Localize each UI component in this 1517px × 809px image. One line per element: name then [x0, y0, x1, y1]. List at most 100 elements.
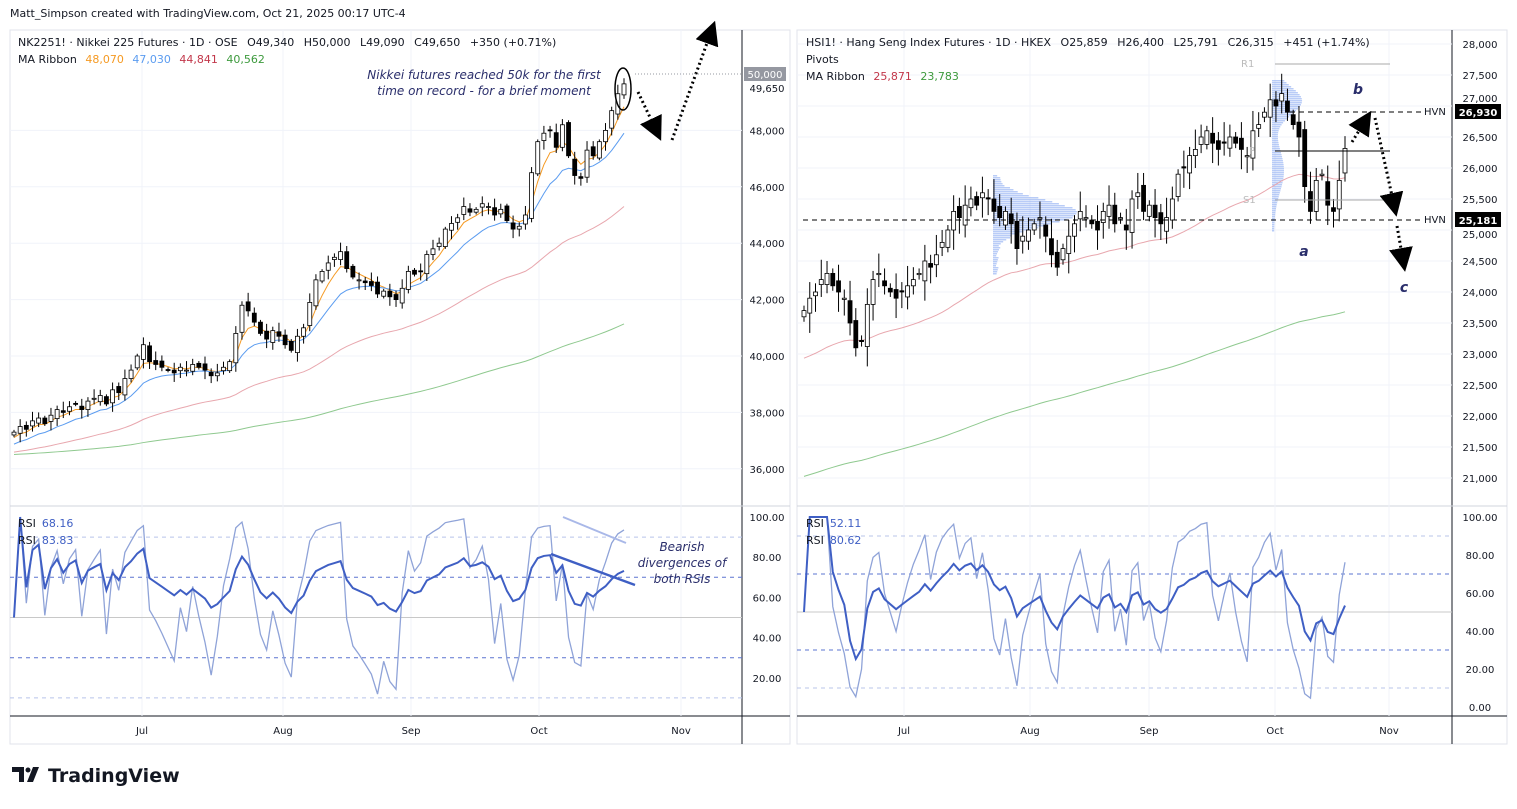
candle-body [1262, 111, 1267, 118]
volume-profile-bar [1272, 148, 1280, 150]
candle-body [387, 290, 393, 298]
volume-profile-bar [993, 211, 1077, 213]
candle-body [430, 248, 436, 255]
volume-profile-bar [1272, 218, 1275, 220]
volume-profile-bar [1272, 214, 1276, 216]
candle-body [928, 263, 934, 268]
volume-profile-bar [993, 177, 1001, 179]
nikkei-change: +350 (+0.71%) [470, 36, 556, 49]
candle-body [882, 280, 887, 287]
candle-body [1319, 173, 1325, 176]
rsi-fast-line [803, 516, 1346, 700]
nikkei-chart[interactable]: 36,000 38,000 40,000 42,000 44,000 46,000 48,0… [10, 30, 785, 737]
volume-profile-bar [1272, 162, 1284, 164]
hvn-lower-label: HVN [1424, 215, 1446, 226]
candle-body [1308, 191, 1313, 212]
candle-body [251, 312, 257, 323]
volume-profile-bar [1272, 152, 1282, 154]
candle-body [1250, 130, 1256, 159]
candle-body [621, 83, 627, 96]
ma-value-long: 23,783 [920, 70, 959, 83]
hsi-symbol: HSI1! · Hang Seng Index Futures · 1D · H… [806, 36, 1051, 49]
volume-profile-bar [1272, 200, 1278, 202]
candle-body [968, 198, 974, 209]
rsi-value: 80.62 [830, 534, 862, 547]
rsi-tick-label: 20.00 [753, 674, 782, 685]
volume-profile-bar [1272, 98, 1302, 100]
tradingview-logo[interactable]: TradingView [12, 765, 180, 787]
candle-body [1336, 179, 1342, 210]
price-tick-label: 24,000 [1463, 288, 1498, 299]
candle-body [190, 364, 196, 372]
volume-profile-bar [993, 187, 1011, 189]
moving-average-line [13, 132, 625, 445]
price-tick-label: 21,500 [1463, 443, 1498, 454]
candle-body [147, 345, 152, 363]
candle-body [951, 210, 957, 231]
candle-body [916, 272, 922, 276]
candle-body [362, 280, 368, 284]
candle-body [910, 279, 916, 287]
hvn-lower-tag-text: 25,181 [1459, 216, 1498, 227]
volume-profile-bar [1272, 212, 1276, 214]
candle-body [590, 146, 596, 157]
hsi-open: O25,859 [1061, 36, 1108, 49]
volume-profile-bar [1272, 168, 1284, 170]
candle-body [301, 327, 306, 337]
volume-profile-bar [993, 231, 1024, 233]
candle-body [1026, 229, 1031, 242]
volume-profile-bar [1272, 224, 1275, 226]
candle-body [836, 280, 841, 293]
price-tick-label: 27,000 [1463, 94, 1498, 105]
price-tick-label: 26,500 [1463, 133, 1498, 144]
volume-profile-bar [993, 175, 998, 177]
volume-profile-bar [1272, 110, 1296, 112]
candle-body [405, 270, 411, 290]
candle-body [899, 290, 905, 293]
candle-body [418, 270, 424, 273]
candle-body [1290, 114, 1296, 126]
hsi-rsi-legend-2: RSI 80.62 [806, 534, 861, 547]
candle-body [368, 281, 374, 286]
volume-profile-bar [993, 245, 999, 247]
volume-profile-bar [1272, 172, 1284, 174]
candle-body [510, 222, 516, 230]
time-tick-label: Jul [897, 726, 910, 737]
hsi-chart[interactable]: 21,000 21,500 22,000 22,500 23,000 23,500 24,0… [797, 30, 1498, 737]
candle-body [442, 228, 448, 247]
up-arrow [670, 20, 719, 141]
candle-body [1204, 130, 1210, 145]
candle-body [841, 297, 847, 300]
candle-body [864, 303, 870, 347]
candle-body [128, 369, 134, 379]
time-tick-label: Sep [1140, 726, 1159, 737]
price-tick-label: 28,000 [1463, 40, 1498, 51]
candle-body [859, 339, 864, 342]
price-tick-label: 42,000 [750, 296, 785, 307]
candle-body [97, 395, 103, 403]
time-tick-label: Oct [530, 726, 547, 737]
candle-body [1129, 198, 1135, 233]
volume-profile-bar [993, 191, 1018, 193]
candle-body [962, 204, 968, 226]
volume-profile-bar [1272, 178, 1284, 180]
candle-body [134, 355, 140, 369]
candle-body [282, 334, 288, 346]
candle-body [270, 330, 276, 343]
candle-body [566, 122, 571, 157]
volume-profile-bar [993, 189, 1014, 191]
price-tick-label: 48,000 [750, 126, 785, 137]
price-tick-label: 25,000 [1463, 230, 1498, 241]
tradingview-logo-icon [12, 767, 39, 782]
volume-profile-bar [993, 213, 1077, 215]
candle-body [1256, 124, 1262, 129]
candle-body [1233, 136, 1239, 144]
volume-profile-bar [993, 265, 997, 267]
volume-profile-bar [1272, 196, 1279, 198]
candle-body [332, 256, 337, 260]
candle-body [227, 361, 233, 372]
hvn-upper-tag [1455, 104, 1501, 119]
candle-body [596, 141, 602, 159]
candle-body [91, 397, 97, 400]
wave-label-a: a [1299, 244, 1308, 260]
